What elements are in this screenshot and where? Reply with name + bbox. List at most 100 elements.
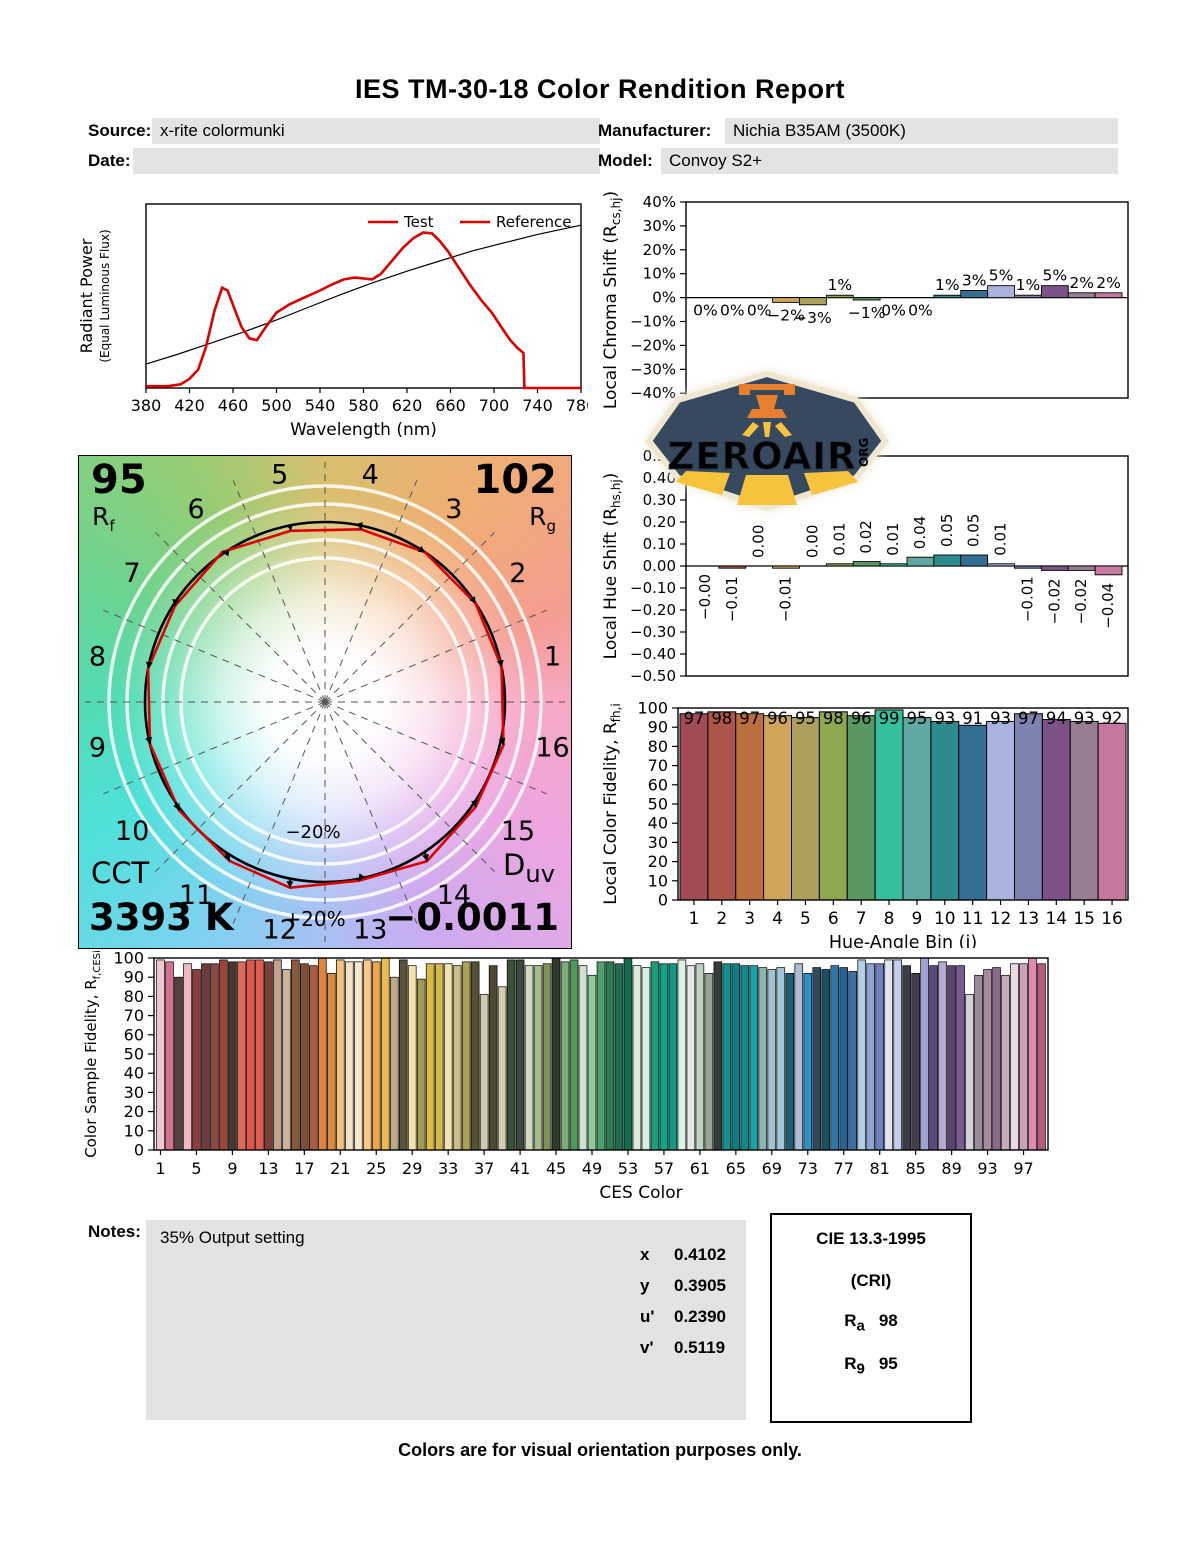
svg-text:0%: 0% [720, 302, 745, 320]
ces-bar-23 [353, 961, 363, 1151]
svg-text:29: 29 [402, 1159, 422, 1178]
ces-bar-69 [767, 969, 777, 1151]
fidelity-bar-9 [902, 717, 932, 901]
cvg-arrow-9 [145, 737, 153, 745]
svg-text:70: 70 [648, 756, 668, 775]
cvg-arrow-11 [223, 853, 230, 862]
ces-bar-93 [983, 969, 992, 1151]
notes-text: 35% Output setting [146, 1220, 746, 1420]
ces-bar-31 [425, 963, 435, 1151]
svg-text:61: 61 [690, 1159, 710, 1178]
ces-bar-28 [398, 959, 408, 1151]
ces-bar-59 [677, 959, 687, 1151]
hue_shift-bar-2 [718, 565, 747, 569]
ces-bar-50 [596, 961, 606, 1151]
ces-bar-25 [371, 961, 381, 1151]
svg-text:6: 6 [828, 909, 839, 929]
cvg-arrow-16 [498, 737, 506, 745]
ces-bar-53 [623, 957, 633, 1151]
svg-text:40%: 40% [643, 193, 676, 211]
cvg-arrow-6 [222, 549, 230, 557]
duv-label: Duv [503, 848, 555, 888]
svg-text:30%: 30% [643, 217, 676, 235]
fidelity-bar-16 [1097, 722, 1127, 901]
ces-bar-68 [758, 967, 768, 1151]
svg-text:97: 97 [739, 709, 760, 728]
cvg-arrow-4 [356, 522, 363, 530]
ces-bar-63 [713, 961, 723, 1151]
hue_shift-bar-8 [879, 563, 908, 567]
ces-bar-4 [183, 963, 192, 1151]
ces-bar-76 [830, 965, 840, 1151]
svg-text:+20%: +20% [284, 907, 345, 931]
svg-text:Local Color Fidelity, Rfh,i: Local Color Fidelity, Rfh,i [601, 703, 623, 905]
svg-text:CES Color: CES Color [599, 1183, 682, 1200]
svg-text:1: 1 [689, 909, 700, 929]
svg-text:20: 20 [124, 1102, 144, 1121]
svg-text:10: 10 [648, 871, 668, 890]
svg-text:−0.01: −0.01 [723, 576, 741, 622]
svg-text:Reference: Reference [496, 213, 572, 231]
svg-text:0: 0 [658, 891, 668, 910]
svg-text:−0.04: −0.04 [1099, 583, 1117, 629]
hue_shift-plot: 0.500.400.300.200.100.00−0.10−0.20−0.30−… [601, 447, 1129, 685]
svg-text:0.05: 0.05 [938, 514, 956, 547]
ces-bar-15 [282, 969, 291, 1151]
svg-text:6: 6 [188, 494, 205, 525]
svg-text:20%: 20% [643, 241, 676, 259]
svg-text:60: 60 [124, 1025, 144, 1044]
svg-text:Local Chroma Shift (Rcs,hj): Local Chroma Shift (Rcs,hj) [601, 191, 623, 409]
rf-label: Rf [92, 502, 115, 535]
svg-text:14: 14 [437, 880, 471, 911]
ces-bar-51 [605, 961, 615, 1151]
hue_shift-bar-14 [1040, 565, 1069, 571]
ces-bar-30 [416, 978, 426, 1151]
ces-bar-27 [389, 976, 399, 1151]
svg-text:−30%: −30% [630, 360, 676, 378]
chroma_shift-plot: 40%30%20%10%0%−10%−20%−30%−40%0% 0% 0%−2%−… [601, 191, 1129, 409]
ces-bar-92 [974, 974, 983, 1151]
ces-bar-46 [560, 961, 570, 1151]
ces-bar-78 [848, 971, 858, 1151]
ces-bar-89 [947, 965, 956, 1151]
svg-text:−0.02: −0.02 [1045, 578, 1063, 624]
svg-text:99: 99 [879, 709, 900, 728]
fidelity-bar-10 [930, 720, 960, 901]
svg-text:0.04: 0.04 [911, 516, 929, 549]
svg-text:2: 2 [716, 909, 727, 929]
fidelity-bar-11 [958, 724, 988, 901]
svg-text:0.40: 0.40 [643, 469, 676, 487]
svg-text:10: 10 [934, 909, 956, 929]
ces-bar-99 [1037, 963, 1046, 1151]
ces-bar-11 [246, 959, 255, 1151]
spd-series-reference [145, 224, 582, 365]
ces-bar-87 [929, 965, 938, 1151]
ces-bar-64 [722, 963, 732, 1151]
svg-text:−0.10: −0.10 [630, 579, 676, 597]
svg-text:−2%: −2% [767, 306, 805, 324]
chroma_shift-bar-12 [987, 285, 1015, 299]
zeroair-logo: ZEROAIR ORG [642, 370, 892, 512]
svg-text:−0.20: −0.20 [630, 601, 676, 619]
cvg-arrow-14 [422, 854, 430, 862]
ces-bar-18 [309, 965, 318, 1151]
svg-text:97: 97 [1013, 1159, 1033, 1178]
svg-text:16: 16 [1101, 909, 1123, 929]
cvg-arrow-1 [496, 659, 504, 667]
svg-text:41: 41 [510, 1159, 530, 1178]
svg-text:0.00: 0.00 [803, 525, 821, 558]
svg-text:540: 540 [305, 396, 336, 415]
cvg-arrow-5 [286, 523, 294, 531]
logo-wordmark: ZEROAIR [668, 435, 857, 478]
chromaticity-v-prime: v' 0.5119 [640, 1338, 726, 1357]
svg-text:0: 0 [134, 1141, 144, 1160]
svg-text:93: 93 [934, 709, 955, 728]
ces-bar-5 [192, 969, 201, 1151]
svg-text:5: 5 [191, 1159, 201, 1178]
svg-text:37: 37 [474, 1159, 494, 1178]
svg-text:40: 40 [124, 1064, 144, 1083]
svg-text:5%: 5% [1043, 267, 1068, 285]
rg-value: 102 [473, 457, 558, 503]
ces-bar-58 [668, 963, 678, 1151]
chroma_shift-bar-7 [852, 297, 881, 301]
